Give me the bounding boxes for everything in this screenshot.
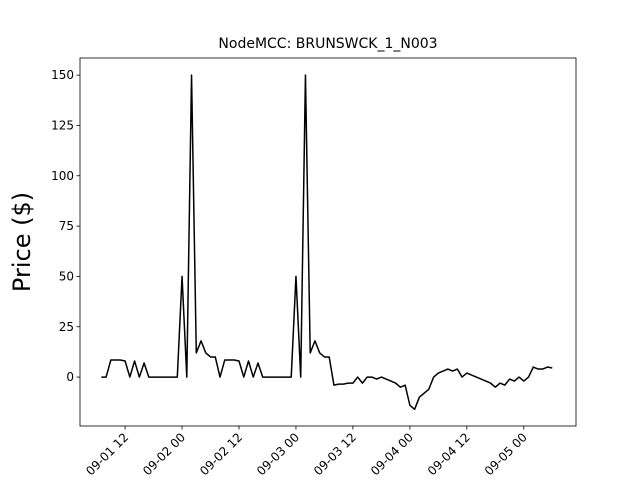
y-tick-label: 25 — [59, 320, 74, 334]
y-tick-label: 50 — [59, 269, 74, 283]
plot-frame — [79, 57, 577, 427]
chart-title: NodeMCC: BRUNSWCK_1_N003 — [218, 36, 437, 52]
y-tick-label: 0 — [66, 370, 74, 384]
x-tick-label: 09-02 12 — [197, 430, 245, 478]
y-tick-label: 125 — [51, 118, 74, 132]
x-tick-label: 09-01 12 — [83, 430, 131, 478]
x-tick-label: 09-04 12 — [425, 430, 473, 478]
x-tick-label: 09-02 00 — [140, 430, 188, 478]
x-tick-label: 09-03 00 — [254, 430, 302, 478]
price-line — [101, 74, 553, 411]
y-tick-label: 150 — [51, 68, 74, 82]
x-tick-label: 09-03 12 — [311, 430, 359, 478]
y-tick-label: 100 — [51, 169, 74, 183]
x-tick-label: 09-04 00 — [368, 430, 416, 478]
y-tick-label: 75 — [59, 219, 74, 233]
x-tick-label: 09-05 00 — [482, 430, 530, 478]
y-axis-label: Price ($) — [8, 192, 36, 292]
